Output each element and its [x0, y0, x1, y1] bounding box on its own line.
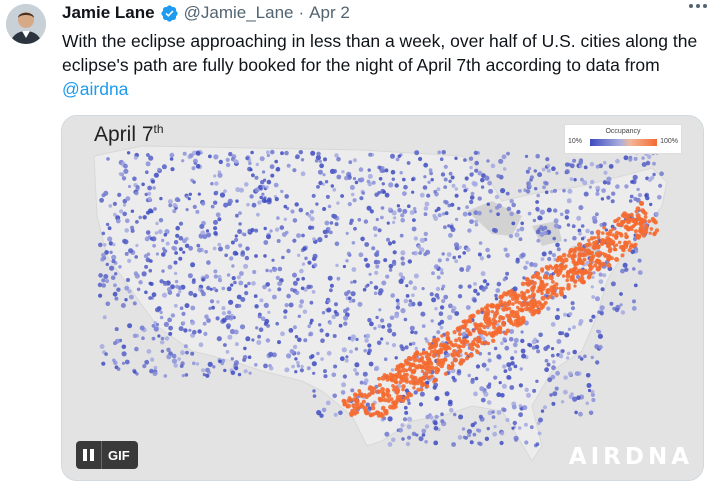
verified-badge-icon — [160, 4, 178, 22]
legend-max: 100% — [660, 138, 678, 145]
tweet-date[interactable]: Apr 2 — [309, 3, 350, 22]
gif-control[interactable]: GIF — [76, 441, 138, 469]
avatar-image — [6, 4, 46, 44]
gif-label: GIF — [108, 447, 130, 463]
header-separator: · — [298, 3, 305, 22]
author-name[interactable]: Jamie Lane — [62, 3, 155, 22]
tweet-header: Jamie Lane @Jamie_Lane · Apr 2 — [62, 1, 350, 25]
map-title: April 7th — [94, 122, 164, 146]
tweet-body: With the eclipse approaching in less tha… — [62, 31, 698, 75]
tweet-media[interactable]: April 7th Occupancy 10% 100% GIF AIRDNA — [61, 115, 704, 481]
author-handle[interactable]: @Jamie_Lane — [183, 3, 294, 22]
occupancy-map — [62, 116, 703, 480]
legend-min: 10% — [568, 138, 583, 145]
tweet-text: With the eclipse approaching in less tha… — [62, 29, 712, 101]
more-dots-icon[interactable] — [689, 4, 707, 8]
pause-icon[interactable] — [76, 441, 102, 469]
airdna-logo: AIRDNA — [568, 444, 693, 470]
occupancy-legend: Occupancy 10% 100% — [564, 124, 682, 154]
avatar[interactable] — [6, 4, 46, 44]
mention-link[interactable]: @airdna — [62, 79, 129, 99]
legend-title: Occupancy — [605, 128, 641, 135]
legend-gradient — [590, 139, 657, 146]
